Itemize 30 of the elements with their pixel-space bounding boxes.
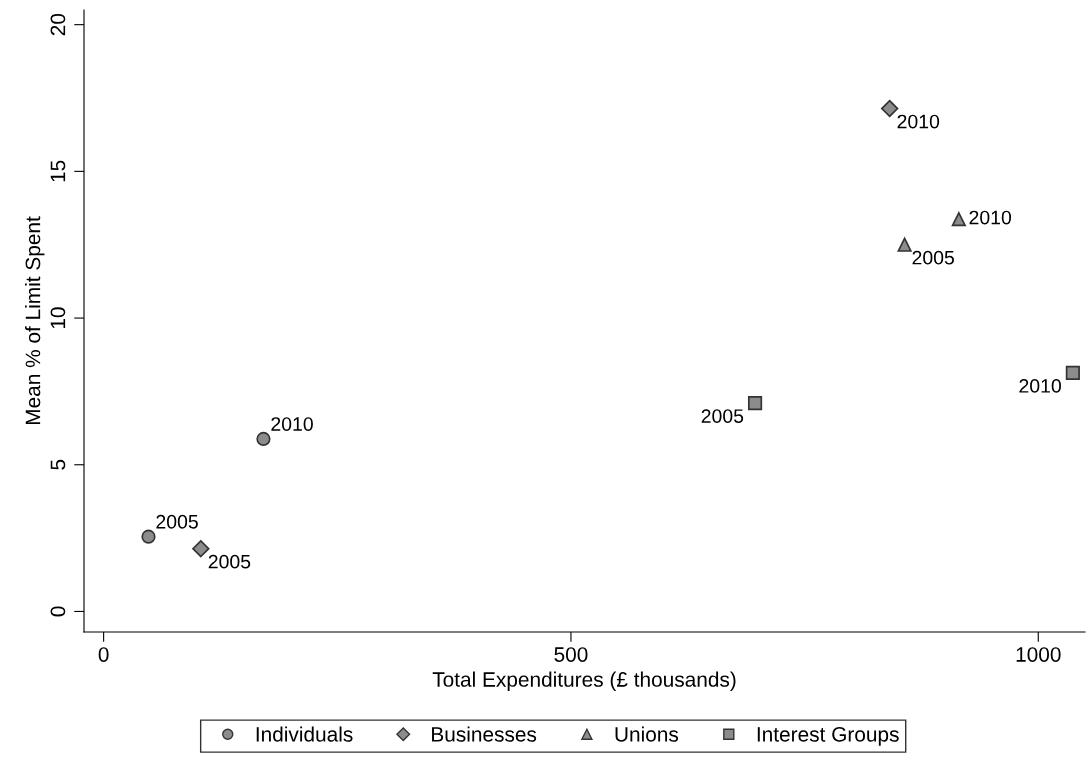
point [897, 237, 912, 252]
legend-label: Businesses [432, 726, 537, 742]
point [951, 212, 966, 227]
y-axis-title: Mean % of Limit Spent [25, 216, 45, 425]
y-tick-label: 20 [50, 13, 66, 36]
point [880, 99, 899, 118]
annotation: 2005 [208, 554, 251, 569]
x-tick-label: 1000 [1016, 647, 1061, 662]
annotation: 2005 [156, 514, 198, 529]
annotation: 2005 [912, 250, 954, 265]
x-tick-label: 500 [554, 647, 588, 662]
x-tick-label: 0 [98, 647, 109, 662]
y-tick-label: 15 [50, 160, 66, 182]
annotation: 2010 [897, 114, 940, 129]
x-axis-title: Total Expenditures (£ thousands) [432, 671, 736, 691]
annotation: 2010 [1019, 379, 1061, 393]
legend-label: Unions [615, 726, 679, 742]
annotation: 2005 [701, 409, 744, 423]
y-tick-label: 10 [50, 307, 66, 329]
y-tick-label: 0 [50, 606, 66, 617]
legend-label: Individuals [256, 726, 353, 742]
point [1065, 365, 1080, 381]
annotation: 2010 [969, 210, 1012, 225]
point [747, 396, 763, 411]
legend-label: Interest Groups [757, 726, 899, 746]
point [192, 539, 210, 558]
y-tick-label: 5 [50, 459, 66, 470]
point [256, 431, 271, 447]
point [141, 529, 156, 544]
annotation: 2010 [271, 417, 313, 431]
